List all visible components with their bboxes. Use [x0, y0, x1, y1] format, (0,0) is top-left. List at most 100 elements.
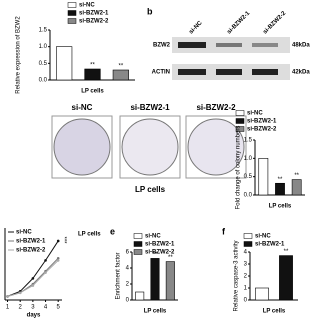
bar: [112, 69, 129, 81]
panel-label: f: [222, 226, 226, 236]
plate: [121, 118, 179, 176]
blot-size: 42kDa: [292, 70, 310, 76]
point: [44, 271, 47, 274]
point: [44, 259, 47, 262]
band: [178, 42, 206, 48]
y-label: Relative expression of BZW2: [16, 16, 22, 94]
x-tick-label: 2: [19, 305, 23, 311]
significance: **: [168, 255, 173, 261]
colony-column: si-NC: [72, 103, 93, 112]
legend-swatch: [67, 18, 77, 24]
legend-swatch: [133, 249, 143, 255]
band: [216, 43, 242, 47]
annotation: LP cells: [78, 232, 101, 238]
legend-label: si-NC: [79, 3, 95, 9]
legend-label: si-BZW2-2: [79, 19, 109, 25]
y-label: Enrichment factor: [116, 252, 122, 299]
x-label: LP cells: [269, 204, 292, 210]
y-tick-label: 1: [244, 286, 248, 292]
legend-label: si-NC: [247, 111, 263, 117]
colony-column: si-BZW2-2: [196, 103, 236, 112]
panel-label: e: [110, 226, 115, 236]
significance: **: [153, 252, 158, 258]
legend-label: si-NC: [255, 234, 271, 240]
blot-row: ACTIN: [152, 70, 170, 76]
legend-swatch: [67, 2, 77, 8]
band: [252, 69, 278, 75]
x-tick-label: 5: [57, 305, 61, 311]
significance: **: [90, 63, 95, 69]
x-label: days: [27, 313, 41, 319]
bar: [84, 68, 101, 81]
y-tick-label: 0: [126, 298, 130, 304]
band: [252, 43, 278, 47]
point: [56, 256, 60, 260]
significance: **: [118, 64, 123, 70]
legend-label: si-BZW2-2: [145, 250, 175, 256]
plate: [187, 118, 245, 176]
point: [56, 259, 60, 262]
colony-xlabel: LP cells: [135, 185, 166, 194]
blot-size: 48kDa: [292, 43, 310, 49]
bar: [56, 46, 73, 81]
blot-column: si-BZW2-1: [226, 10, 251, 35]
x-tick-label: 1: [6, 305, 10, 311]
y-tick-label: 0.0: [244, 193, 253, 199]
x-label: LP cells: [144, 309, 167, 315]
point: [18, 291, 22, 295]
legend-label: si-NC: [145, 234, 161, 240]
y-tick-label: 1.5: [244, 138, 253, 144]
colony-plates: [51, 115, 247, 179]
bar: [279, 255, 293, 301]
y-tick-label: 3: [244, 262, 248, 268]
x-tick-label: 3: [31, 305, 35, 311]
x-label: LP cells: [263, 309, 286, 315]
y-label: Relative caspase-3 activity: [234, 240, 240, 311]
blot-column: si-NC: [188, 20, 204, 36]
bar: [258, 158, 269, 196]
bar: [150, 258, 160, 301]
y-tick-label: 1.5: [39, 28, 48, 34]
legend-swatch: [235, 110, 245, 116]
y-label: Fold change of colony numbers: [236, 126, 242, 210]
legend-label: si-NC: [16, 230, 32, 236]
legend-label: si-BZW2-1: [16, 239, 46, 245]
band: [178, 69, 206, 75]
significance: **: [294, 173, 299, 179]
legend-label: si-BZW2-2: [247, 127, 277, 133]
point: [6, 295, 9, 298]
y-tick-label: 4: [244, 250, 248, 256]
blot-row: BZW2: [153, 43, 171, 49]
y-tick-label: 0.0: [39, 78, 48, 84]
legend-label: si-BZW2-1: [255, 242, 285, 248]
point: [31, 284, 35, 287]
significance: **: [284, 249, 289, 255]
y-tick-label: 0.5: [39, 61, 48, 67]
significance: **: [278, 177, 283, 183]
y-tick-label: 0: [244, 298, 248, 304]
y-tick-label: 2: [126, 282, 130, 288]
point: [56, 239, 60, 243]
y-tick-label: 2: [244, 274, 248, 280]
y-tick-label: 6: [126, 250, 130, 256]
legend-label: si-BZW2-1: [145, 242, 175, 248]
bar: [291, 179, 302, 196]
bar: [135, 291, 145, 301]
x-label: LP cells: [81, 89, 104, 95]
legend-swatch: [235, 126, 245, 132]
colony-column: si-BZW2-1: [130, 103, 170, 112]
point: [31, 277, 35, 280]
legend-swatch: [235, 118, 245, 124]
plate: [53, 118, 111, 176]
legend-swatch: [67, 10, 77, 16]
y-tick-label: 1.0: [244, 156, 253, 162]
bar: [165, 261, 175, 301]
legend-label: si-BZW2-2: [16, 248, 46, 254]
legend-swatch: [243, 241, 253, 247]
y-tick-label: 1.0: [39, 44, 48, 50]
panel-label: b: [147, 6, 153, 16]
band: [216, 69, 242, 75]
bar: [275, 182, 285, 196]
y-tick-label: 0.5: [244, 174, 253, 180]
